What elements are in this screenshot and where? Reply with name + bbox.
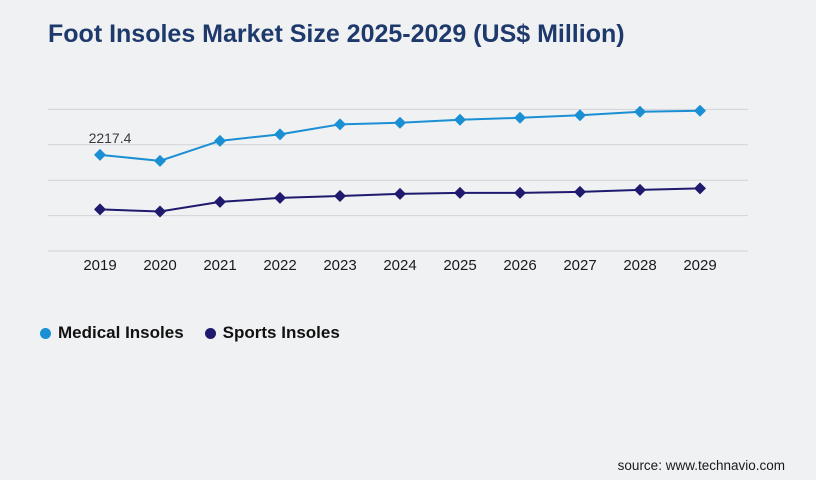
data-point [214,134,226,147]
sports-insoles-swatch-icon [204,327,216,339]
x-axis-tick-label: 2019 [83,257,116,274]
x-axis-tick-label: 2026 [503,257,536,274]
legend-item-sports-insoles: Sports Insoles [204,323,340,343]
data-point [574,185,586,198]
x-axis-tick-label: 2022 [263,257,296,274]
data-point [454,186,466,199]
legend-label: Medical Insoles [58,323,184,342]
data-point [514,111,526,124]
data-point-label: 2217.4 [89,130,132,146]
legend-label: Sports Insoles [222,323,340,342]
data-point [154,154,166,167]
data-point [334,189,346,202]
data-point [274,191,286,204]
data-point [394,116,406,129]
data-point [274,128,286,141]
data-point [694,104,706,117]
x-axis-tick-label: 2024 [383,257,416,274]
x-axis-tick-label: 2025 [443,257,476,274]
data-point [514,186,526,199]
x-axis-tick-label: 2027 [563,257,596,274]
data-point [214,195,226,208]
data-point [394,187,406,200]
chart-title: Foot Insoles Market Size 2025-2029 (US$ … [48,20,625,48]
x-axis-tick-label: 2020 [143,257,176,274]
data-point [94,148,106,161]
legend-item-medical-insoles: Medical Insoles [40,323,184,343]
data-point [634,183,646,196]
data-point [154,205,166,218]
data-point [574,109,586,122]
chart-legend: Medical Insoles Sports Insoles [40,323,340,343]
data-point [634,105,646,118]
x-axis-tick-label: 2021 [203,257,236,274]
medical-insoles-swatch-icon [40,327,51,339]
data-point [94,203,106,216]
data-point [694,182,706,195]
data-point [454,113,466,126]
x-axis-tick-label: 2023 [323,257,356,274]
x-axis-tick-label: 2028 [623,257,656,274]
x-axis-tick-label: 2029 [683,257,716,274]
source-attribution: source: www.technavio.com [617,458,785,473]
data-point [334,118,346,131]
